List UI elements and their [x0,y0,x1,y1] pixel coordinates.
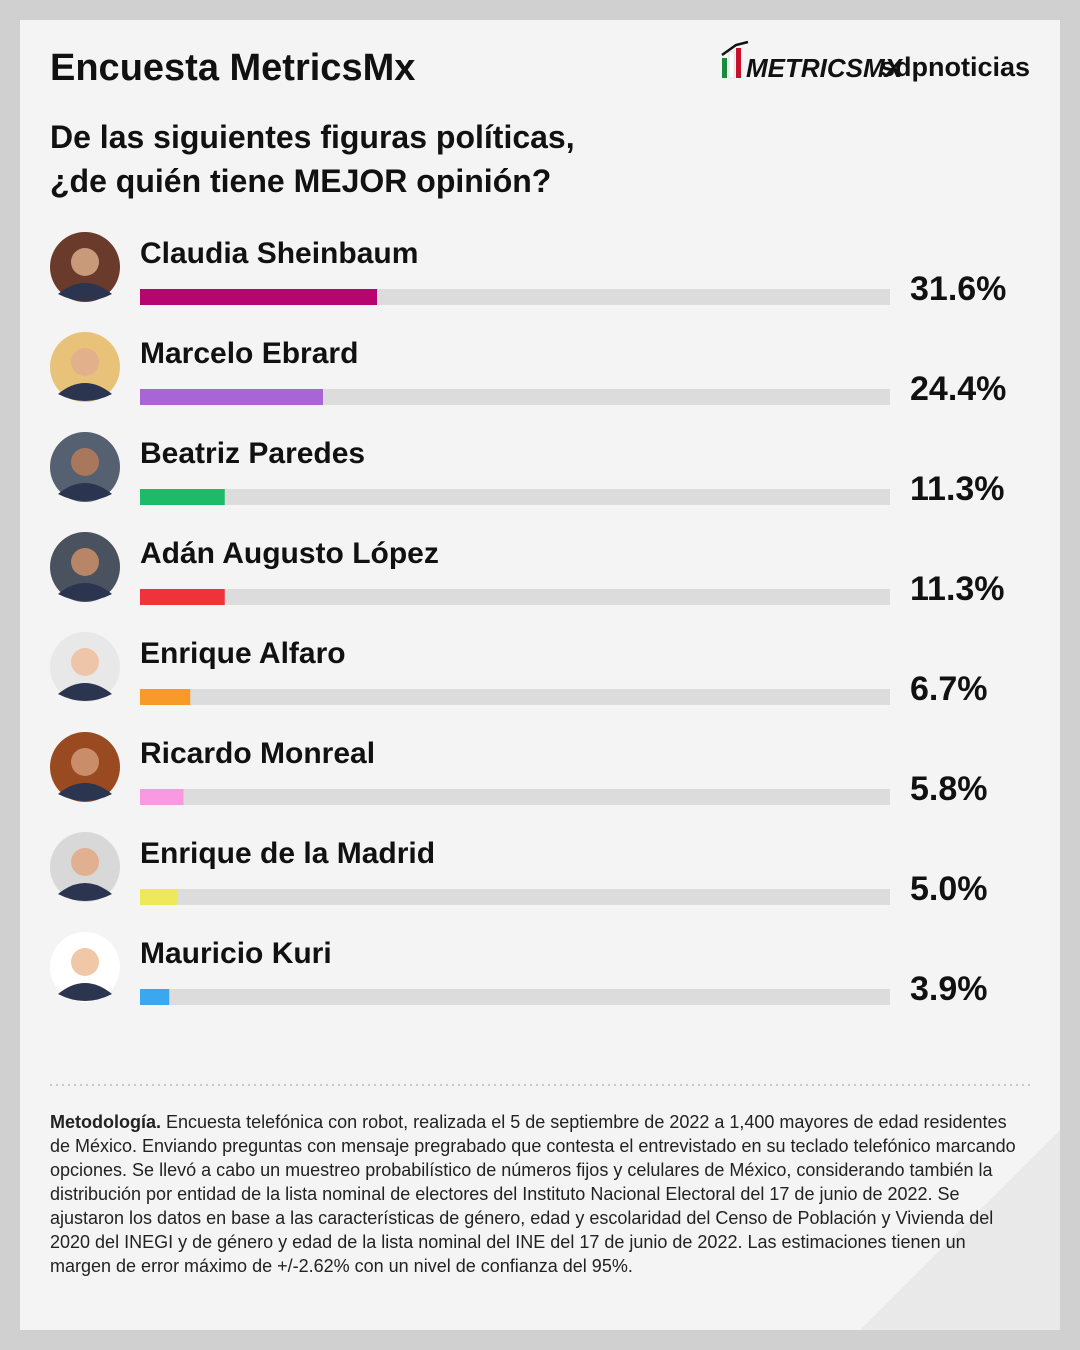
value-label: 24.4% [910,370,1006,408]
bar-track [140,489,890,505]
decor [860,1130,1060,1330]
avatar-head [71,648,99,676]
avatar [50,632,120,702]
avatar-head [71,348,99,376]
avatar [50,932,120,1002]
chart-title: Encuesta MetricsMx [50,47,415,89]
value-label: 31.6% [910,270,1006,308]
subtitle: De las siguientes figuras políticas, [50,119,575,155]
category-label: Mauricio Kuri [140,937,332,970]
panel [20,20,1060,1330]
category-label: Claudia Sheinbaum [140,237,418,270]
avatar-body [58,683,112,701]
category-label: Adán Augusto López [140,537,439,570]
value-label: 5.8% [910,770,988,808]
avatar-head [71,248,99,276]
logo-flag [721,40,749,79]
category-label: Marcelo Ebrard [140,337,358,370]
subtitle: ¿de quién tiene MEJOR opinión? [50,163,551,199]
bar [140,289,377,305]
avatar [50,832,120,902]
bar [140,989,170,1005]
bar [140,789,184,805]
bar-track [140,589,890,605]
category-label: Ricardo Monreal [140,737,375,770]
bar-track [140,989,890,1005]
methodology: Metodología. Encuesta telefónica con rob… [50,1110,1018,1278]
methodology-lead: Metodología. [50,1112,161,1132]
value-label: 6.7% [910,670,988,708]
avatar-head [71,948,99,976]
category-label: Beatriz Paredes [140,437,365,470]
value-label: 11.3% [910,470,1005,508]
avatar-body [58,883,112,901]
avatar-body [58,583,112,601]
bar-track [140,789,890,805]
logo-metrics: METRICSMX [746,53,904,83]
avatar [50,232,120,302]
category-label: Enrique de la Madrid [140,837,435,870]
bar-track [140,689,890,705]
avatar-head [71,748,99,776]
bar [140,589,225,605]
value-label: 5.0% [910,870,988,908]
bar [140,689,191,705]
avatar-head [71,548,99,576]
avatar-body [58,983,112,1001]
bar-track [140,889,890,905]
bar-track [140,389,890,405]
avatar [50,532,120,602]
avatar-head [71,448,99,476]
methodology-text: Encuesta telefónica con robot, realizada… [50,1112,1016,1276]
avatar [50,332,120,402]
bar [140,389,323,405]
bar [140,489,225,505]
avatar-body [58,383,112,401]
avatar [50,432,120,502]
avatar [50,732,120,802]
avatar-body [58,483,112,501]
logo-sdp: sdpnoticias [880,52,1030,82]
avatar-head [71,848,99,876]
avatar-body [58,783,112,801]
bar [140,889,178,905]
avatar-body [58,283,112,301]
category-label: Enrique Alfaro [140,637,346,670]
value-label: 3.9% [910,970,988,1008]
value-label: 11.3% [910,570,1005,608]
